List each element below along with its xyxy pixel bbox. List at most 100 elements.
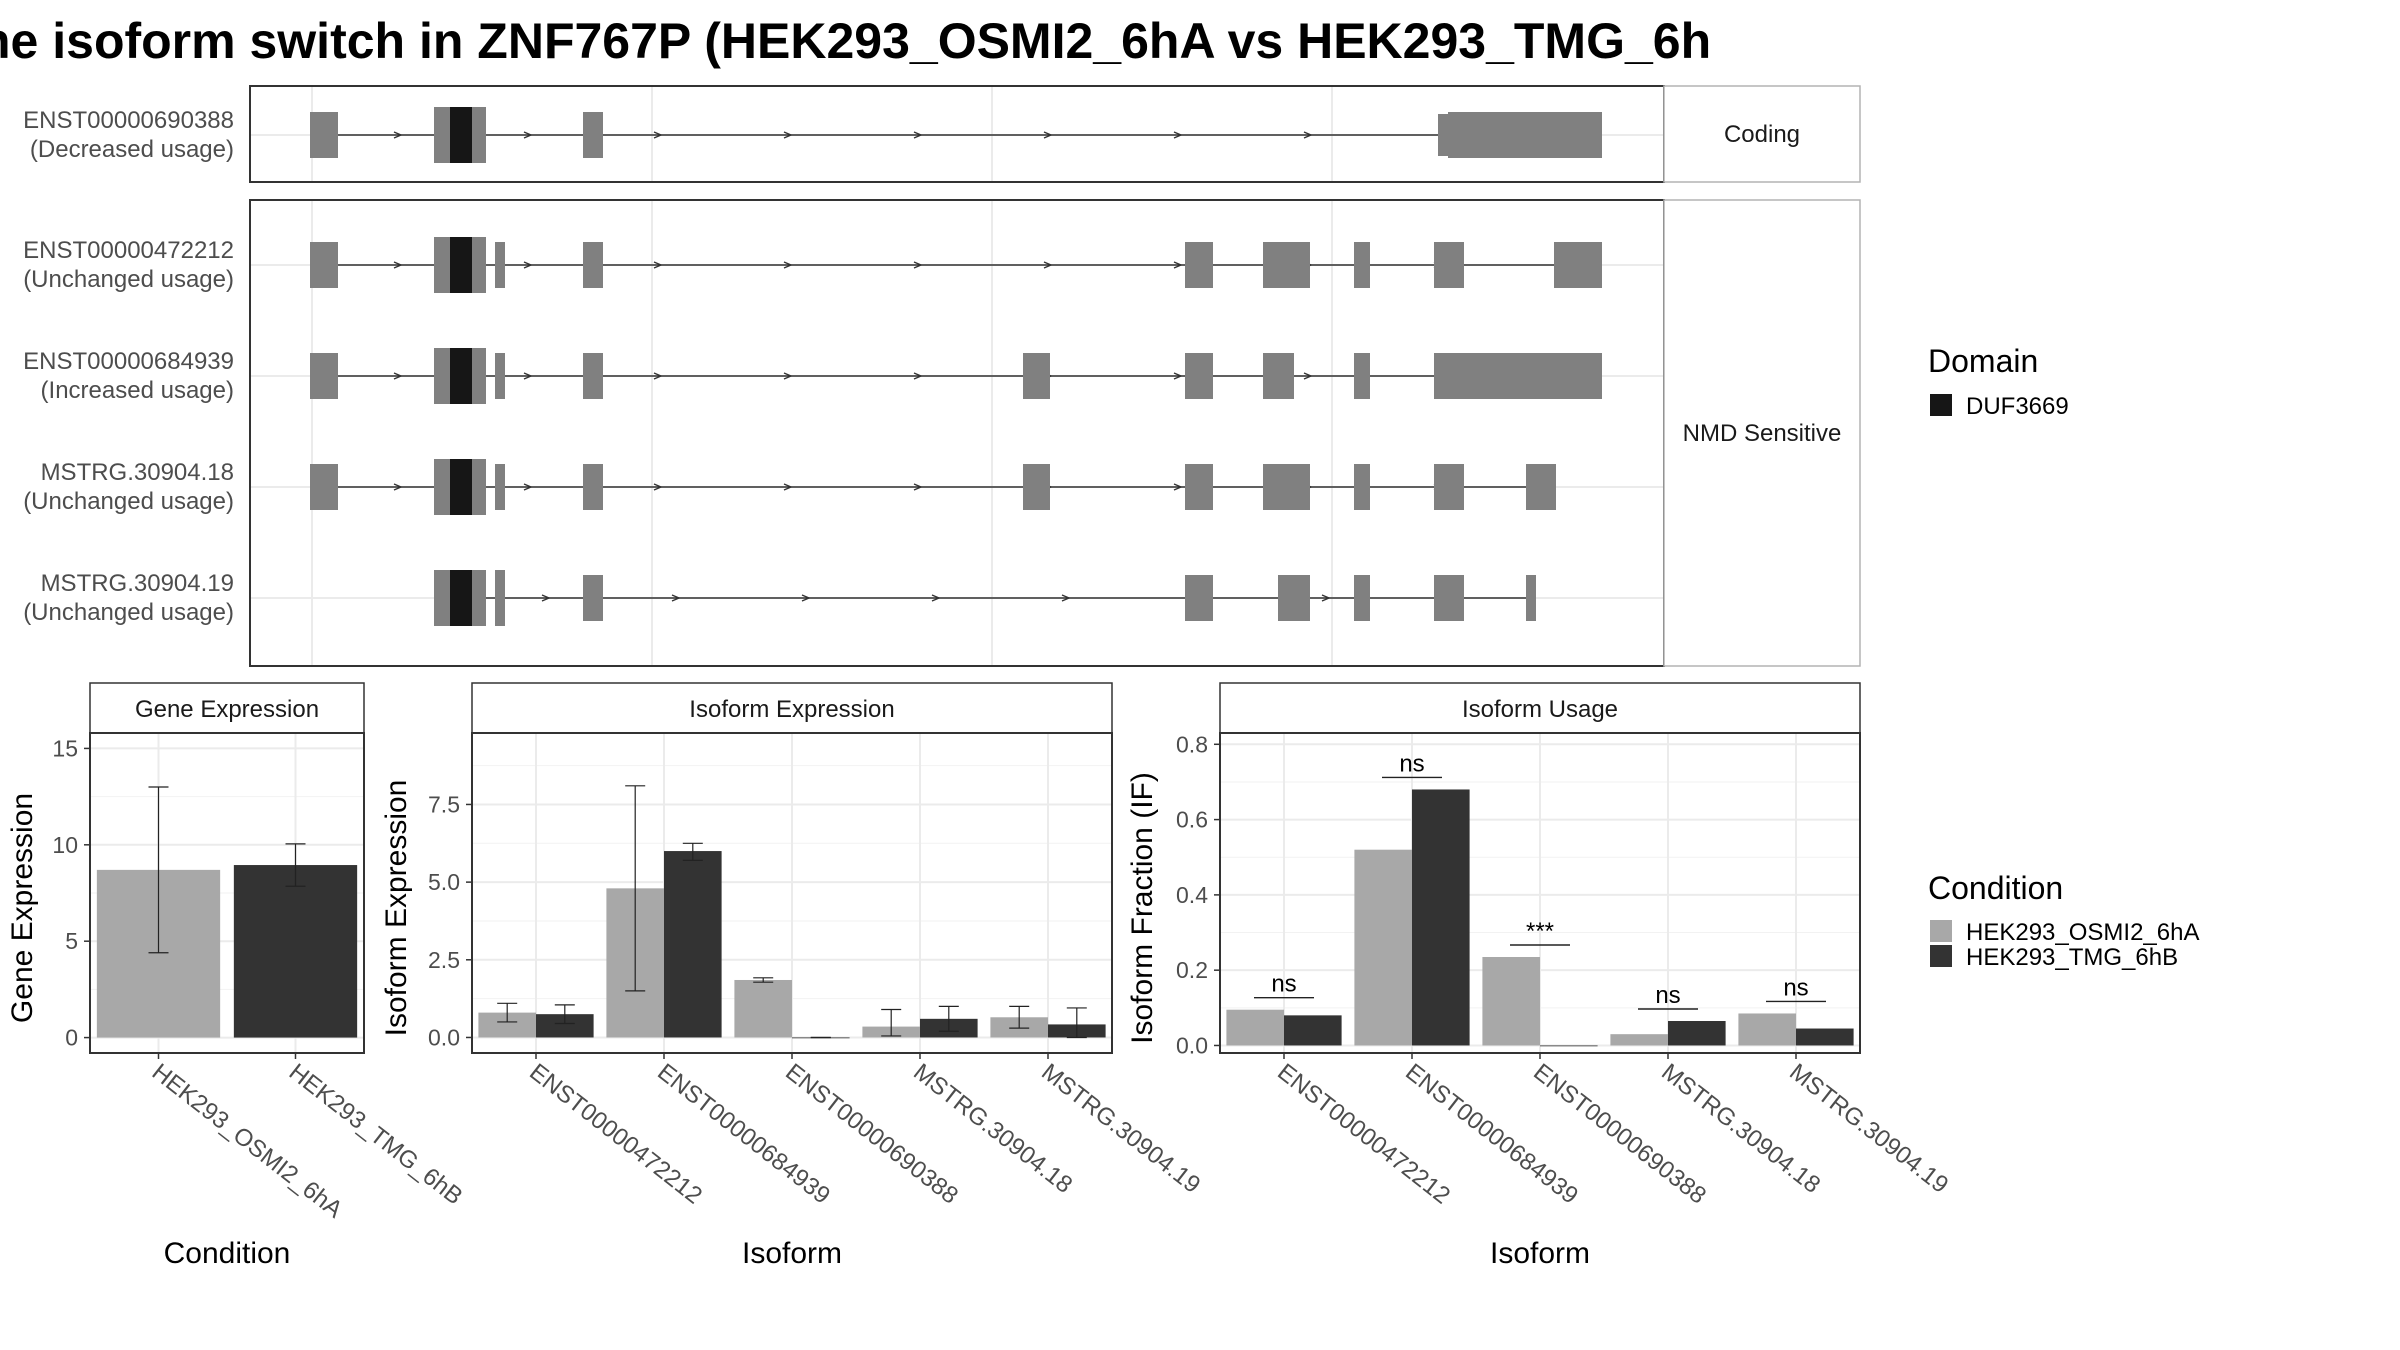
bar xyxy=(1796,1028,1854,1046)
panel-strip xyxy=(471,682,1113,734)
exon xyxy=(1023,464,1050,510)
isoform-id-label: MSTRG.30904.18 xyxy=(41,459,234,486)
exon xyxy=(444,570,450,626)
intron-arrow xyxy=(913,261,923,269)
isoform-id-label: ENST00000472212 xyxy=(23,237,234,264)
isoform-usage-label: (Unchanged usage) xyxy=(23,488,234,515)
isoform-usage-label: (Unchanged usage) xyxy=(23,599,234,626)
exon xyxy=(1434,464,1464,510)
exon xyxy=(583,575,603,621)
exon xyxy=(583,464,603,510)
figure-title: he isoform switch in ZNF767P (HEK293_OSM… xyxy=(0,13,1711,69)
intron-arrow xyxy=(783,372,793,380)
bar xyxy=(1354,849,1412,1046)
exon xyxy=(472,237,486,293)
y-tick-label: 0.6 xyxy=(1176,807,1208,833)
exon xyxy=(1354,575,1370,621)
intron-arrow xyxy=(783,483,793,491)
exon xyxy=(310,464,338,510)
condition-legend-label: HEK293_OSMI2_6hA xyxy=(1966,919,2199,946)
y-tick-label: 10 xyxy=(52,832,78,858)
y-tick-label: 0.0 xyxy=(428,1024,460,1050)
significance-label: ns xyxy=(1399,750,1424,777)
isoform-usage-label: (Increased usage) xyxy=(41,377,234,404)
intron-arrow xyxy=(1303,131,1313,139)
exon xyxy=(1185,575,1213,621)
y-axis-title: Isoform Expression xyxy=(380,780,413,1037)
exon xyxy=(1185,353,1213,399)
intron-arrow xyxy=(1173,131,1183,139)
condition-legend-swatch xyxy=(1930,945,1952,967)
panel-border xyxy=(89,732,365,1054)
y-axis-title: Gene Expression xyxy=(6,793,39,1023)
exon xyxy=(1448,112,1602,158)
exon xyxy=(495,464,505,510)
exon xyxy=(1434,242,1464,288)
condition-legend: Condition HEK293_OSMI2_6hA HEK293_TMG_6h… xyxy=(1928,870,2199,971)
intron-arrow xyxy=(783,261,793,269)
bar xyxy=(536,1014,594,1038)
intron-arrow xyxy=(393,261,403,269)
exon xyxy=(472,459,486,515)
isoform-labels: ENST00000690388 (Decreased usage) ENST00… xyxy=(23,107,234,626)
exon xyxy=(434,107,444,163)
panel-title: Isoform Expression xyxy=(689,696,894,723)
bar xyxy=(1284,1015,1342,1046)
intron-arrow xyxy=(1043,131,1053,139)
y-tick-label: 0.0 xyxy=(1176,1032,1208,1058)
exon xyxy=(583,242,603,288)
bar xyxy=(1610,1034,1668,1046)
exon xyxy=(472,348,486,404)
exon xyxy=(1354,353,1370,399)
exon xyxy=(1526,575,1536,621)
facet-label-nmd: NMD Sensitive xyxy=(1683,420,1842,447)
facet-strip-coding xyxy=(1663,85,1861,183)
panel-title: Gene Expression xyxy=(135,696,319,723)
bar xyxy=(233,865,358,1038)
exon xyxy=(583,112,603,158)
facet-strip-nmd xyxy=(1663,199,1861,667)
significance-label: ns xyxy=(1655,982,1680,1009)
intron-arrow xyxy=(913,372,923,380)
isoform-structure-plot: Coding NMD Sensitive ENST00000690388 (De… xyxy=(23,85,1861,667)
bar xyxy=(1668,1021,1726,1046)
significance-label: ns xyxy=(1271,971,1296,998)
y-tick-label: 0 xyxy=(65,1025,78,1051)
exon xyxy=(434,570,444,626)
exon xyxy=(444,348,450,404)
exon xyxy=(1263,353,1294,399)
intron-arrow xyxy=(523,483,533,491)
y-tick-label: 2.5 xyxy=(428,947,460,973)
bar xyxy=(664,851,722,1038)
condition-legend-label: HEK293_TMG_6hB xyxy=(1966,944,2178,971)
y-tick-label: 5.0 xyxy=(428,869,460,895)
y-tick-label: 7.5 xyxy=(428,791,460,817)
exon xyxy=(1185,242,1213,288)
panel-strip xyxy=(1219,682,1861,734)
intron-arrow xyxy=(671,594,681,602)
isoform-id-label: ENST00000684939 xyxy=(23,348,234,375)
domain-block-duf3669 xyxy=(450,348,472,404)
intron-arrow xyxy=(1173,261,1183,269)
isoform-expression-panel: Isoform Expression 0.02.55.07.5ENST00000… xyxy=(380,682,1205,1270)
x-axis-title: Isoform xyxy=(742,1237,842,1270)
exon xyxy=(434,237,444,293)
exon xyxy=(444,459,450,515)
panel-title: Isoform Usage xyxy=(1462,696,1618,723)
exon xyxy=(1278,575,1310,621)
exon xyxy=(495,353,505,399)
exon xyxy=(495,570,505,626)
exon xyxy=(1354,464,1370,510)
intron-arrow xyxy=(653,483,663,491)
exon xyxy=(444,237,450,293)
exon xyxy=(495,242,505,288)
intron-arrow xyxy=(393,131,403,139)
isoform-usage-label: (Decreased usage) xyxy=(30,136,234,163)
intron-arrow xyxy=(523,372,533,380)
exon xyxy=(1526,464,1556,510)
domain-legend-swatch xyxy=(1930,394,1952,416)
x-axis-title: Isoform xyxy=(1490,1237,1590,1270)
y-tick-label: 15 xyxy=(52,735,78,761)
bar xyxy=(1738,1013,1796,1046)
intron-arrow xyxy=(913,131,923,139)
